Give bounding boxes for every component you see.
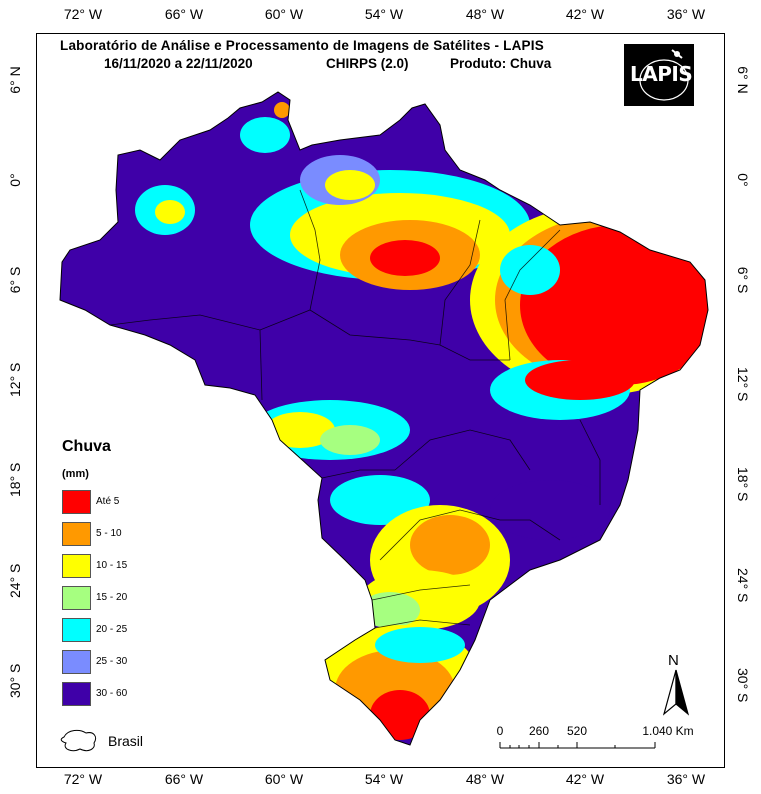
lon-tick-top: 42° W: [565, 6, 605, 22]
scale-bar: [499, 742, 656, 749]
data-source: CHIRPS (2.0): [326, 56, 409, 71]
lon-tick-top: 60° W: [264, 6, 304, 22]
scale-label: 0: [496, 724, 504, 738]
north-arrow-icon: [662, 669, 690, 716]
legend-swatch: [62, 650, 91, 674]
lon-tick-bottom: 60° W: [264, 771, 304, 787]
legend-label: 20 - 25: [96, 624, 128, 635]
product-label: Produto: Chuva: [450, 56, 552, 71]
lon-tick-top: 66° W: [164, 6, 204, 22]
lon-tick-bottom: 42° W: [565, 771, 605, 787]
brasil-outline-icon: [60, 729, 97, 752]
legend-label: 30 - 60: [96, 688, 128, 699]
lon-tick-bottom: 66° W: [164, 771, 204, 787]
legend-label: 15 - 20: [96, 592, 128, 603]
lapis-logo: LAPIS: [624, 44, 694, 106]
legend-unit: (mm): [62, 468, 89, 480]
scale-label: 260: [528, 724, 550, 738]
legend-swatch: [62, 586, 91, 610]
lon-tick-bottom: 72° W: [63, 771, 103, 787]
legend-label: 25 - 30: [96, 656, 128, 667]
legend-swatch: [62, 682, 91, 706]
north-label: N: [668, 652, 679, 669]
legend-title: Chuva: [62, 438, 111, 455]
legend-swatch: [62, 522, 91, 546]
lon-tick-top: 54° W: [364, 6, 404, 22]
satellite-icon: [639, 49, 689, 101]
lon-tick-bottom: 48° W: [465, 771, 505, 787]
logo-text: LAPIS: [630, 62, 693, 86]
lon-tick-top: 36° W: [666, 6, 706, 22]
legend-label: Até 5: [96, 496, 120, 507]
date-range: 16/11/2020 a 22/11/2020: [104, 56, 253, 71]
legend-label: 10 - 15: [96, 560, 128, 571]
scale-label: 1.040 Km: [642, 724, 694, 738]
lon-tick-bottom: 36° W: [666, 771, 706, 787]
scale-label: 520: [566, 724, 588, 738]
lon-tick-bottom: 54° W: [364, 771, 404, 787]
lon-tick-top: 72° W: [63, 6, 103, 22]
lon-tick-top: 48° W: [465, 6, 505, 22]
legend-swatch: [62, 618, 91, 642]
map-title: Laboratório de Análise e Processamento d…: [60, 38, 544, 53]
brasil-label: Brasil: [108, 733, 144, 749]
legend-label: 5 - 10: [96, 528, 122, 539]
legend-swatch: [62, 554, 91, 578]
legend-swatch: [62, 490, 91, 514]
